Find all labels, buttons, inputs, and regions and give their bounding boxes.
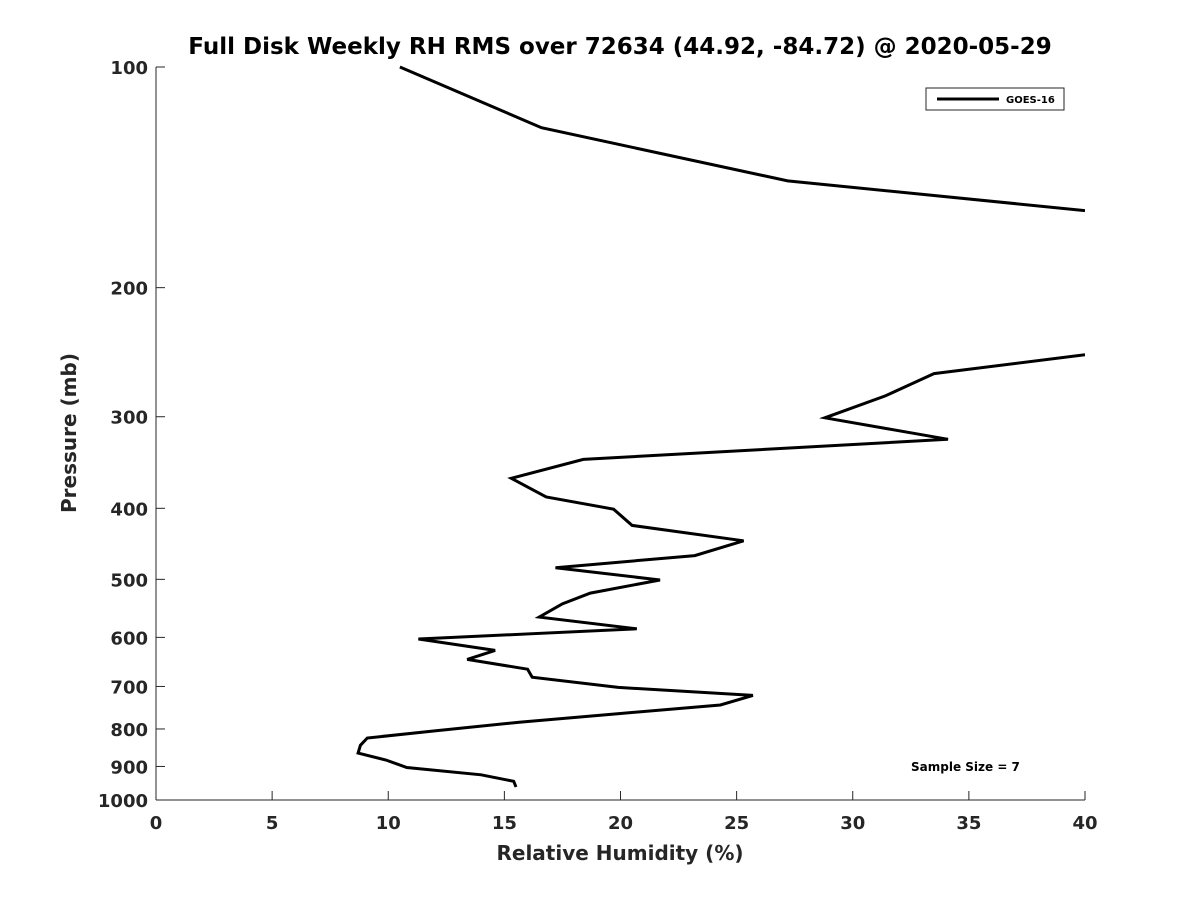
chart-title: Full Disk Weekly RH RMS over 72634 (44.9… xyxy=(188,34,1051,60)
legend-label-goes-16: GOES-16 xyxy=(1006,95,1055,106)
y-tick-label: 900 xyxy=(110,757,148,778)
y-ticks: 100 200 300 400 500 600 700 800 900 1000 xyxy=(98,58,165,812)
y-tick-label: 100 xyxy=(110,58,148,79)
y-tick-label: 600 xyxy=(110,628,148,649)
x-axis-label: Relative Humidity (%) xyxy=(496,841,743,865)
y-tick-label: 800 xyxy=(110,720,148,741)
plot-area xyxy=(356,65,1085,788)
x-tick-label: 40 xyxy=(1072,813,1097,834)
y-tick-label: 700 xyxy=(110,677,148,698)
y-axis-label: Pressure (mb) xyxy=(57,353,81,513)
x-tick-label: 0 xyxy=(150,813,163,834)
axes xyxy=(155,67,1085,801)
x-tick-label: 20 xyxy=(608,813,633,834)
series-line-goes-16-segment-1 xyxy=(399,65,1085,213)
y-tick-label: 400 xyxy=(110,499,148,520)
x-tick-label: 15 xyxy=(492,813,517,834)
x-ticks: 0 5 10 15 20 25 30 35 40 xyxy=(150,791,1098,834)
x-tick-label: 30 xyxy=(840,813,865,834)
y-tick-label: 1000 xyxy=(98,791,148,812)
sample-size-annotation: Sample Size = 7 xyxy=(911,760,1020,774)
y-tick-label: 500 xyxy=(110,570,148,591)
y-tick-label: 200 xyxy=(110,279,148,300)
x-tick-label: 5 xyxy=(266,813,279,834)
x-tick-label: 35 xyxy=(956,813,981,834)
legend: GOES-16 xyxy=(925,87,1065,111)
x-tick-label: 10 xyxy=(376,813,401,834)
y-tick-label: 300 xyxy=(110,408,148,429)
x-tick-label: 25 xyxy=(724,813,749,834)
series-line-goes-16-segment-2 xyxy=(356,353,1085,788)
